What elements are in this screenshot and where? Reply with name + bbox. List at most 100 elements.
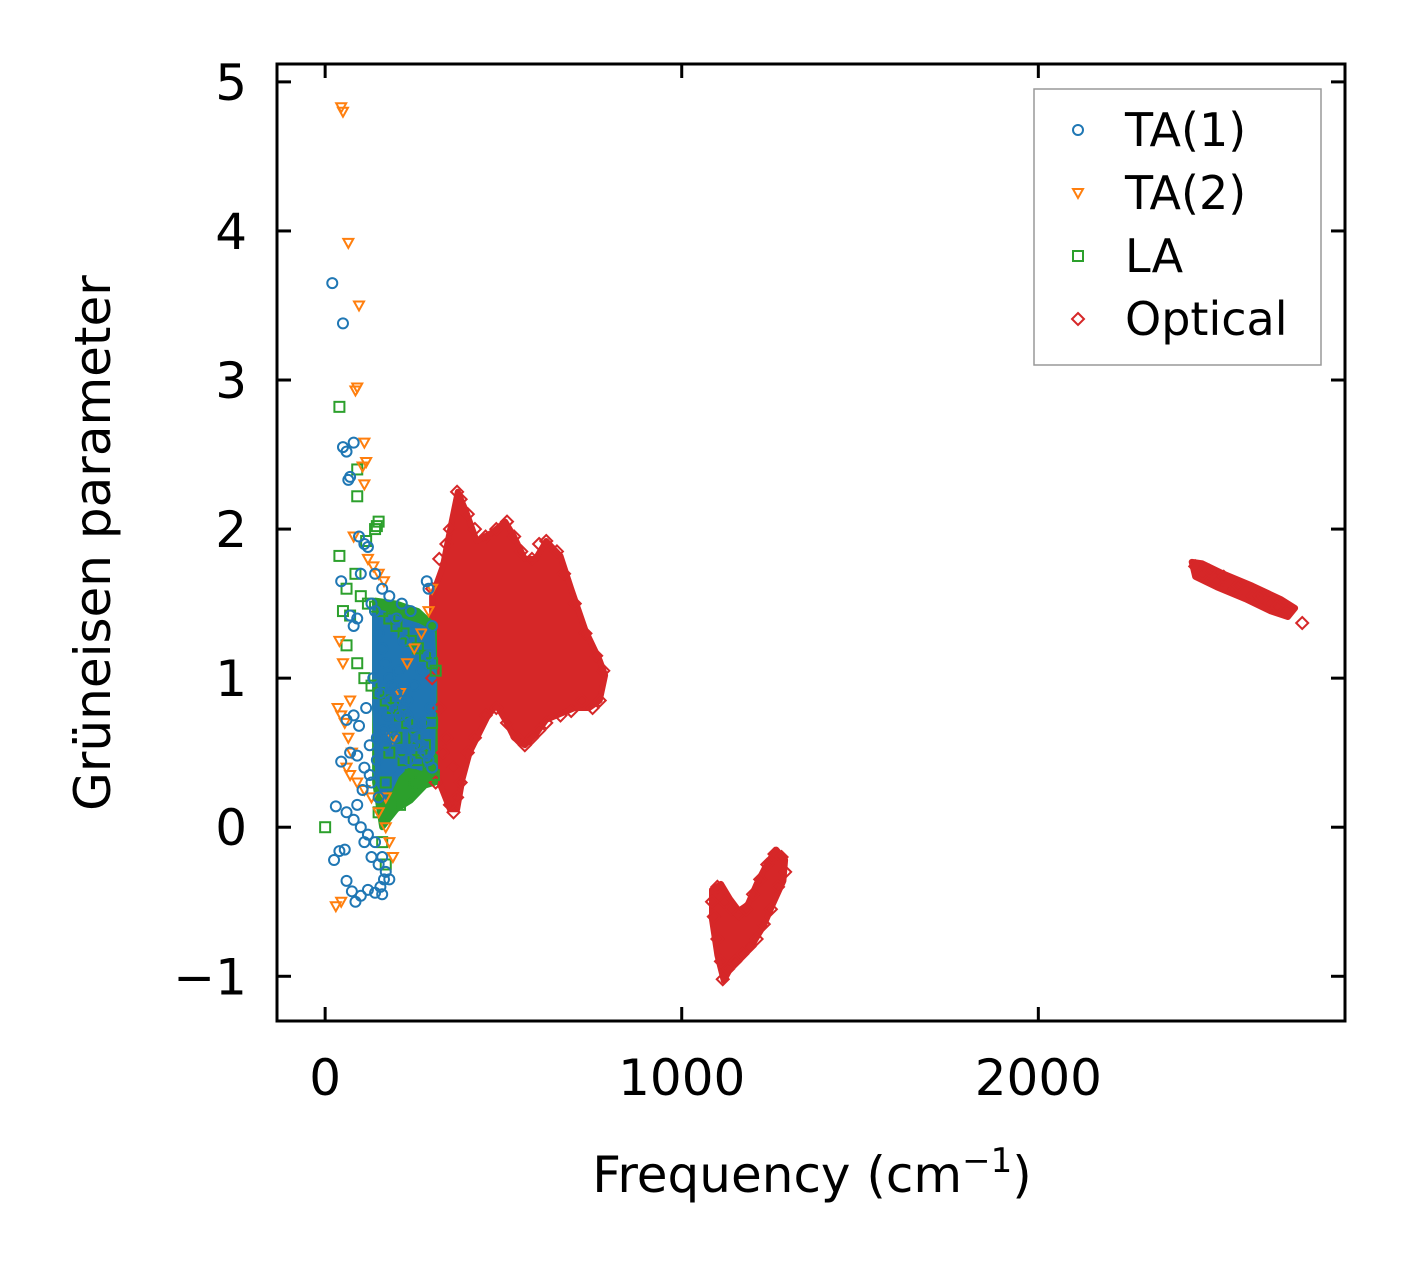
- point-la: [354, 590, 367, 603]
- point-ta1: [395, 597, 408, 610]
- x-tick-label: 0: [309, 1049, 341, 1107]
- y-tick-label: 2: [215, 501, 247, 559]
- point-ta1: [333, 845, 346, 858]
- point-optical: [713, 953, 729, 969]
- point-optical: [453, 775, 469, 790]
- point-ta1: [347, 813, 360, 826]
- point-optical: [524, 730, 540, 746]
- point-ta2: [379, 822, 393, 835]
- point-ta1: [340, 806, 353, 819]
- point-ta1: [417, 716, 430, 729]
- point-ta1: [385, 694, 398, 707]
- point-ta2: [336, 106, 350, 119]
- point-ta1: [328, 854, 341, 867]
- point-ta1: [347, 436, 360, 449]
- point-optical: [738, 901, 754, 917]
- y-tick-label: 4: [215, 203, 247, 261]
- point-ta1: [372, 627, 385, 640]
- point-la: [379, 776, 392, 789]
- point-optical: [488, 521, 504, 537]
- point-ta2: [346, 531, 361, 544]
- point-optical: [478, 708, 494, 723]
- point-ta2: [341, 732, 356, 745]
- point-optical: [510, 730, 526, 746]
- point-ta1: [354, 889, 367, 902]
- point-ta1: [340, 445, 353, 458]
- point-optical: [449, 789, 465, 805]
- point-ta1: [347, 709, 360, 722]
- point-optical: [745, 886, 761, 902]
- point-la: [426, 716, 439, 729]
- point-optical: [1216, 569, 1232, 585]
- point-optical: [1202, 563, 1217, 579]
- point-ta1: [329, 800, 342, 813]
- plot-frame: [275, 62, 1347, 1023]
- point-ta2: [341, 237, 356, 250]
- x-tick-label: 2000: [975, 1049, 1102, 1107]
- point-la: [383, 612, 396, 625]
- point-ta1: [422, 582, 435, 595]
- point-ta1: [358, 836, 371, 849]
- series-ta1: [326, 277, 439, 908]
- point-ta2: [348, 385, 363, 398]
- point-ta2: [343, 695, 357, 708]
- point-ta1: [392, 664, 405, 677]
- point-optical: [435, 745, 451, 761]
- point-optical: [715, 971, 731, 987]
- point-la: [333, 400, 346, 413]
- point-ta2: [334, 896, 348, 909]
- series-ta2: [329, 102, 439, 914]
- point-ta2: [357, 437, 372, 450]
- point-ta1: [388, 731, 401, 744]
- point-la: [397, 754, 410, 767]
- point-ta1: [376, 642, 389, 655]
- point-optical: [513, 544, 529, 559]
- point-ta1: [401, 694, 414, 707]
- point-ta1: [354, 567, 367, 580]
- point-optical: [467, 521, 483, 537]
- point-ta2: [350, 777, 364, 790]
- point-optical: [1294, 615, 1310, 631]
- point-ta1: [347, 619, 360, 632]
- point-ta2: [407, 643, 421, 656]
- point-optical: [720, 961, 736, 977]
- point-ta1: [361, 540, 374, 553]
- point-ta1: [326, 277, 339, 290]
- point-optical: [763, 901, 779, 917]
- point-ta1: [372, 791, 385, 804]
- point-ta1: [374, 687, 387, 700]
- point-ta2: [357, 479, 372, 492]
- point-la: [401, 783, 414, 796]
- point-optical: [752, 871, 768, 887]
- point-optical: [438, 536, 454, 552]
- point-optical: [770, 879, 786, 895]
- point-la: [333, 549, 346, 562]
- tick-labels: 0 1000 2000 −1 0 1 2 3 4 5: [173, 54, 1102, 1107]
- x-axis-title: Frequency (cm−1): [592, 1141, 1032, 1204]
- point-optical: [578, 626, 593, 641]
- legend-label-ta1: TA(1): [1124, 103, 1246, 157]
- point-la: [351, 657, 364, 670]
- y-tick-label: 0: [215, 799, 247, 857]
- point-optical: [499, 514, 515, 530]
- point-ta1: [420, 575, 433, 588]
- point-optical: [1187, 558, 1203, 574]
- point-optical: [506, 529, 522, 544]
- point-ta1: [351, 798, 364, 811]
- point-ta1: [376, 582, 389, 595]
- point-ta1: [356, 783, 369, 796]
- point-ta1: [370, 731, 383, 744]
- point-ta1: [424, 701, 437, 714]
- point-ta1: [353, 719, 366, 732]
- point-ta2: [382, 837, 397, 850]
- point-ta1: [365, 776, 378, 789]
- point-optical: [538, 715, 554, 731]
- point-ta1: [370, 754, 383, 767]
- point-optical: [553, 708, 568, 723]
- point-optical: [759, 857, 775, 872]
- point-la: [418, 649, 431, 662]
- point-optical: [734, 946, 750, 962]
- point-ta1: [342, 473, 355, 486]
- legend-label-ta2: TA(2): [1124, 166, 1246, 220]
- region-optical-1: [709, 846, 789, 984]
